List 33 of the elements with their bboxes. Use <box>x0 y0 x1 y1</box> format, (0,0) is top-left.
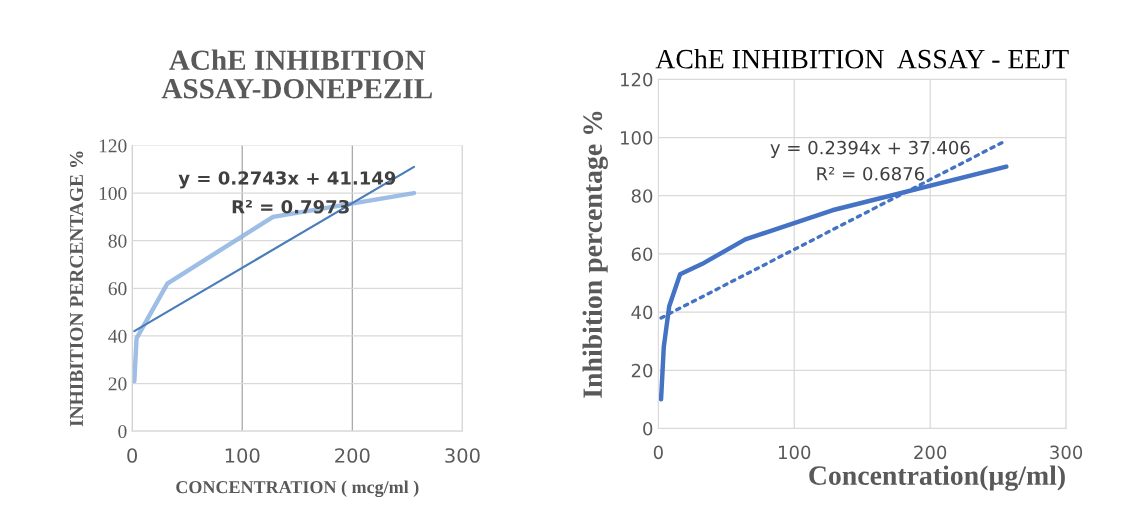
chart-title: AChE INHIBITION ASSAY - EEJT <box>655 48 1069 69</box>
annotation: y = 0.2394x + 37.406 <box>770 140 970 158</box>
x-tick-label: 200 <box>335 448 370 463</box>
x-tick-label: 0 <box>653 445 663 460</box>
annotation: R² = 0.6876 <box>817 166 925 181</box>
y-tick-label: 120 <box>99 139 127 153</box>
y-tick-label: 120 <box>621 72 653 87</box>
chart-title: AChE INHIBITION ASSAY-DONEPEZIL <box>161 49 432 99</box>
x-axis-title: CONCENTRATION ( mcg/ml ) <box>176 480 419 498</box>
y-tick-label: 20 <box>631 363 653 378</box>
x-tick-label: 100 <box>779 445 811 460</box>
y-tick-label: 80 <box>108 234 127 248</box>
y-axis-title: INHIBITION PERCENTAGE % <box>69 151 84 427</box>
annotation: R² = 0.7973 <box>232 199 349 214</box>
y-tick-label: 100 <box>99 186 127 201</box>
annotation: y = 0.2743x + 41.149 <box>178 171 396 189</box>
y-tick-label: 100 <box>621 131 653 145</box>
line-series <box>132 190 417 384</box>
x-tick-label: 0 <box>127 448 138 463</box>
y-tick-label: 0 <box>118 424 127 439</box>
y-tick-label: 80 <box>631 189 653 203</box>
x-axis-title: Concentration(µg/ml) <box>809 465 1065 491</box>
x-tick-label: 200 <box>914 445 947 460</box>
y-tick-label: 60 <box>631 247 653 262</box>
y-axis-title: Inhibition percentage % <box>582 111 608 398</box>
x-tick-label: 100 <box>225 448 260 463</box>
x-tick-label: 300 <box>1050 445 1083 460</box>
y-tick-label: 60 <box>108 282 127 296</box>
y-tick-label: 40 <box>631 305 653 320</box>
y-tick-label: 0 <box>643 421 653 436</box>
y-tick-label: 20 <box>108 377 127 391</box>
x-tick-label: 300 <box>445 448 480 463</box>
y-tick-label: 40 <box>108 329 127 343</box>
